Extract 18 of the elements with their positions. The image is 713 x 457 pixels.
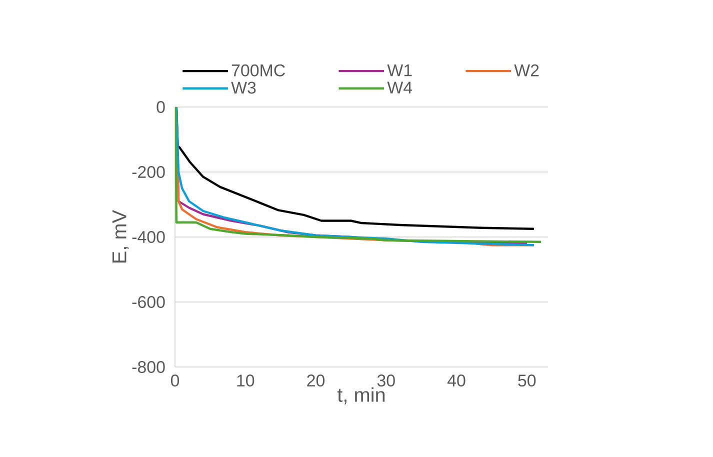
legend-label: W4	[387, 82, 412, 94]
y-tick-label: 0	[156, 101, 165, 113]
x-tick-label: 20	[307, 374, 325, 387]
y-tick-label: -400	[132, 231, 165, 243]
legend-label: 700MC	[232, 64, 285, 76]
legend-label: W2	[514, 64, 539, 76]
y-tick-label: -200	[132, 166, 165, 178]
legend-label: W3	[231, 82, 256, 94]
y-axis-title: E, mV	[112, 210, 129, 262]
y-tick-label: -800	[132, 361, 165, 373]
x-tick-label: 40	[447, 374, 466, 387]
x-tick-label: 10	[237, 374, 254, 387]
x-tick-label: 30	[377, 374, 395, 387]
x-tick-label: 0	[170, 374, 180, 387]
legend-label: W1	[387, 64, 412, 76]
x-tick-label: 50	[518, 374, 536, 387]
y-tick-label: -600	[132, 296, 165, 308]
x-axis-title: t, min	[337, 387, 385, 404]
